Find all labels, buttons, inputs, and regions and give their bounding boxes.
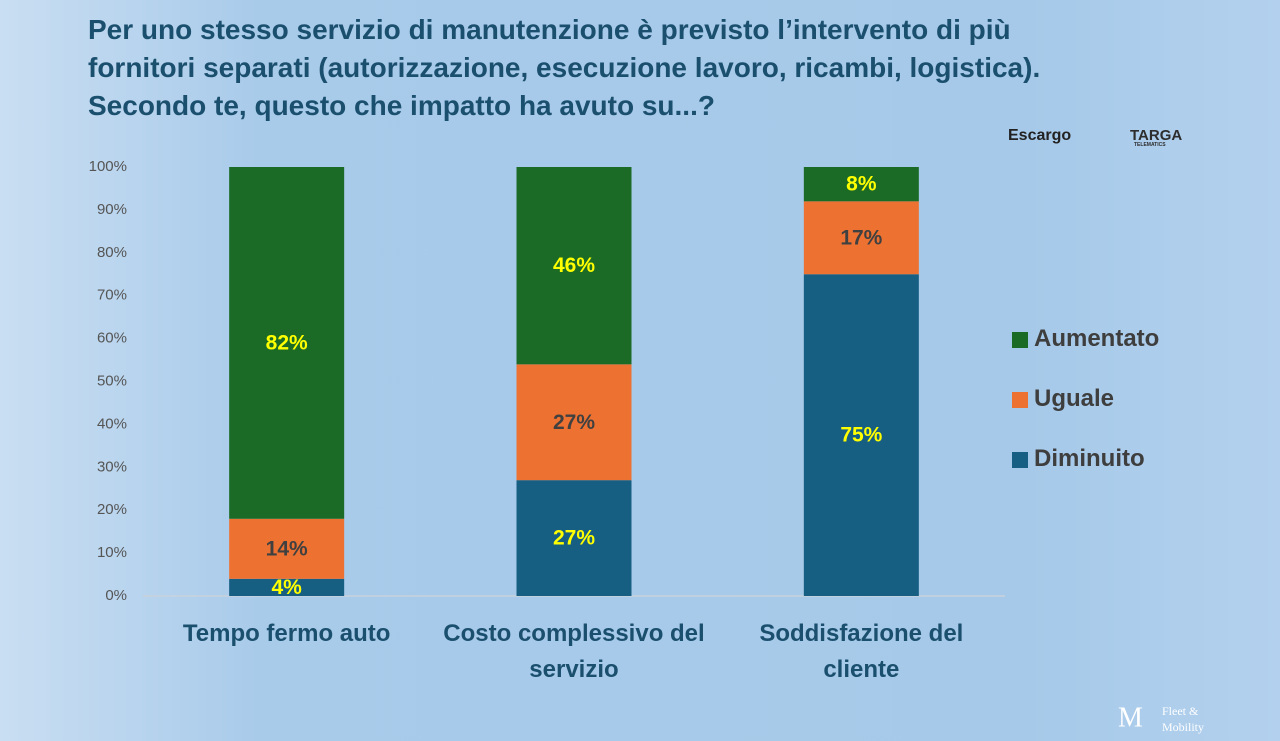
value-label: 8% (846, 173, 877, 196)
y-tick-label: 30% (97, 458, 127, 475)
legend-label: Aumentato (1034, 325, 1160, 352)
title-line: Secondo te, questo che impatto ha avuto … (88, 90, 715, 121)
logo-targa: TARGA (1130, 127, 1183, 144)
legend-label: Diminuito (1034, 445, 1145, 472)
legend-swatch (1012, 332, 1028, 348)
y-tick-label: 20% (97, 501, 127, 518)
logo-targa-sub: TELEMATICS (1134, 142, 1166, 148)
y-tick-label: 70% (97, 287, 127, 304)
value-label: 75% (840, 424, 882, 447)
value-label: 46% (553, 254, 595, 277)
y-tick-label: 80% (97, 244, 127, 261)
y-tick-label: 10% (97, 544, 127, 561)
y-tick-label: 0% (105, 587, 127, 604)
logo-escargo: Escargo (1008, 127, 1072, 144)
value-label: 17% (840, 226, 882, 249)
y-tick-label: 60% (97, 330, 127, 347)
legend-label: Uguale (1034, 385, 1115, 412)
bar-segment (516, 480, 632, 596)
value-label: 27% (553, 527, 595, 550)
value-label: 27% (553, 411, 595, 434)
y-tick-label: 100% (89, 158, 127, 175)
x-tick-label: Costo complessivo del servizio (443, 620, 705, 683)
bar-segment (516, 167, 632, 365)
title-line: Per uno stesso servizio di manutenzione … (88, 14, 1011, 45)
logo-fm-1: Fleet & (1162, 704, 1199, 718)
y-tick-label: 90% (97, 201, 127, 218)
bar-segment (229, 578, 345, 596)
bar-segment (803, 167, 919, 202)
x-tick-label: Tempo fermo auto (182, 620, 391, 647)
logo-fm-2: Mobility (1162, 720, 1205, 734)
value-label: 82% (266, 331, 308, 354)
bar-segment (229, 518, 345, 579)
title-line: fornitori separati (autorizzazione, esec… (88, 52, 1041, 83)
y-tick-label: 40% (97, 415, 127, 432)
x-tick-label: Soddisfazione del cliente (759, 620, 964, 683)
value-label: 14% (266, 537, 308, 560)
bar-segment (803, 274, 919, 596)
bar-segment (516, 364, 632, 481)
bar-segment (229, 167, 345, 519)
bar-segment (803, 201, 919, 275)
value-label: 4% (271, 576, 302, 599)
y-tick-label: 50% (97, 372, 127, 389)
legend-swatch (1012, 392, 1028, 408)
legend-swatch (1012, 452, 1028, 468)
logo-mark: M (1118, 702, 1143, 733)
